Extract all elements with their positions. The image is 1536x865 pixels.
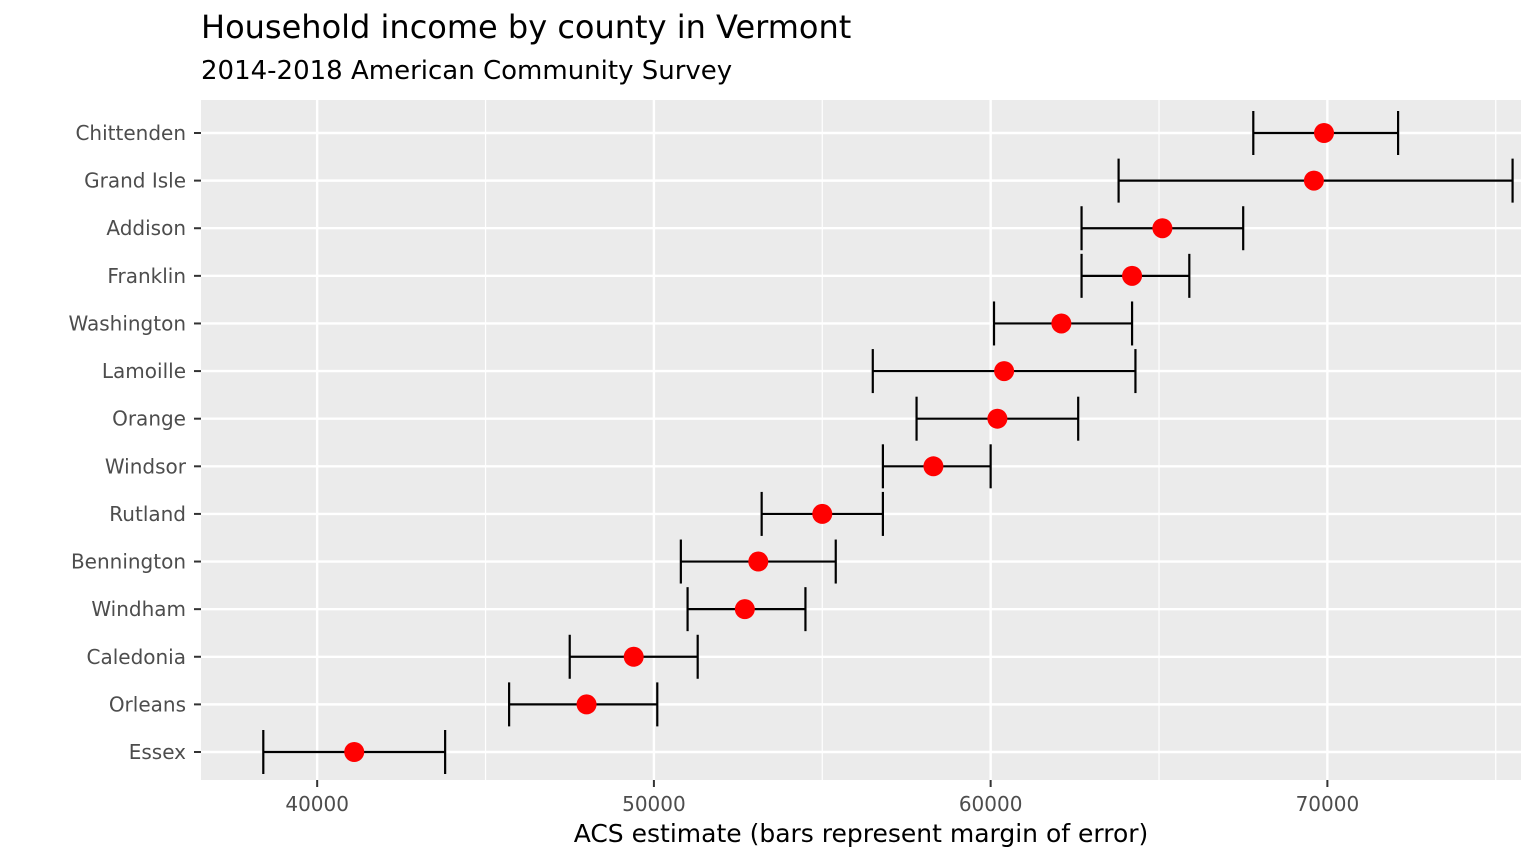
x-tick-label: 40000 (285, 792, 349, 816)
y-tick-label: Bennington (71, 550, 186, 574)
chart-subtitle: 2014-2018 American Community Survey (201, 56, 733, 86)
y-tick-label: Lamoille (102, 359, 186, 383)
x-axis-label: ACS estimate (bars represent margin of e… (574, 819, 1149, 848)
y-axis: Chittenden Grand Isle Addison Franklin Washi… (68, 121, 201, 764)
estimate-point (994, 361, 1015, 382)
estimate-point (734, 599, 755, 620)
y-tick-label: Addison (106, 216, 186, 240)
estimate-point (987, 408, 1008, 429)
x-tick-label: 60000 (959, 792, 1023, 816)
estimate-point (748, 551, 769, 572)
x-tick-label: 50000 (622, 792, 686, 816)
estimate-point (576, 694, 597, 715)
estimate-point (1314, 123, 1335, 143)
y-tick-label: Windsor (105, 454, 187, 478)
y-tick-label: Franklin (107, 264, 186, 288)
y-tick-label: Grand Isle (84, 169, 186, 193)
y-tick-label: Caledonia (86, 645, 186, 669)
chart-title: Household income by county in Vermont (201, 8, 852, 46)
y-tick-label: Orange (112, 407, 186, 431)
estimate-point (1122, 265, 1143, 286)
x-axis: 40000 50000 60000 70000 (285, 780, 1359, 816)
estimate-point (812, 503, 833, 524)
estimate-point (623, 646, 644, 667)
plot-panel (201, 100, 1521, 780)
error-bars (262, 111, 1514, 774)
x-tick-label: 70000 (1296, 792, 1360, 816)
estimate-point (923, 456, 944, 477)
grid-minor (484, 100, 1497, 780)
y-tick-label: Orleans (109, 692, 186, 716)
y-tick-label: Rutland (109, 502, 186, 526)
y-tick-label: Washington (68, 311, 186, 335)
estimate-point (1051, 313, 1072, 334)
y-tick-label: Essex (129, 740, 186, 764)
estimate-points (344, 123, 1335, 762)
estimate-point (344, 742, 365, 762)
y-tick-label: Windham (91, 597, 186, 621)
estimate-point (1303, 170, 1324, 191)
grid-major (201, 100, 1521, 780)
y-tick-label: Chittenden (75, 121, 186, 145)
estimate-point (1152, 218, 1173, 239)
